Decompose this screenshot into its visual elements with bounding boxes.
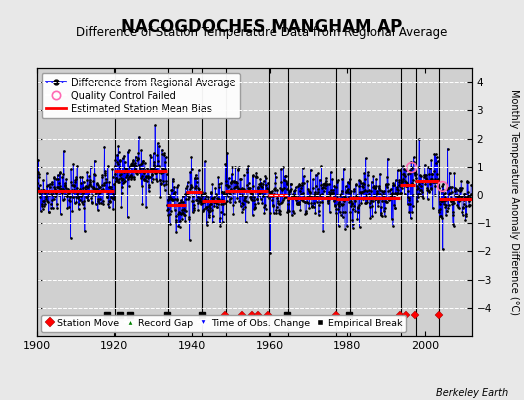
Text: Berkeley Earth: Berkeley Earth — [436, 388, 508, 398]
Text: Difference of Station Temperature Data from Regional Average: Difference of Station Temperature Data f… — [77, 26, 447, 39]
Text: NACOGDOCHES MANGHAM AP: NACOGDOCHES MANGHAM AP — [122, 18, 402, 36]
Y-axis label: Monthly Temperature Anomaly Difference (°C): Monthly Temperature Anomaly Difference (… — [508, 89, 519, 315]
Legend: Station Move, Record Gap, Time of Obs. Change, Empirical Break: Station Move, Record Gap, Time of Obs. C… — [41, 315, 406, 332]
